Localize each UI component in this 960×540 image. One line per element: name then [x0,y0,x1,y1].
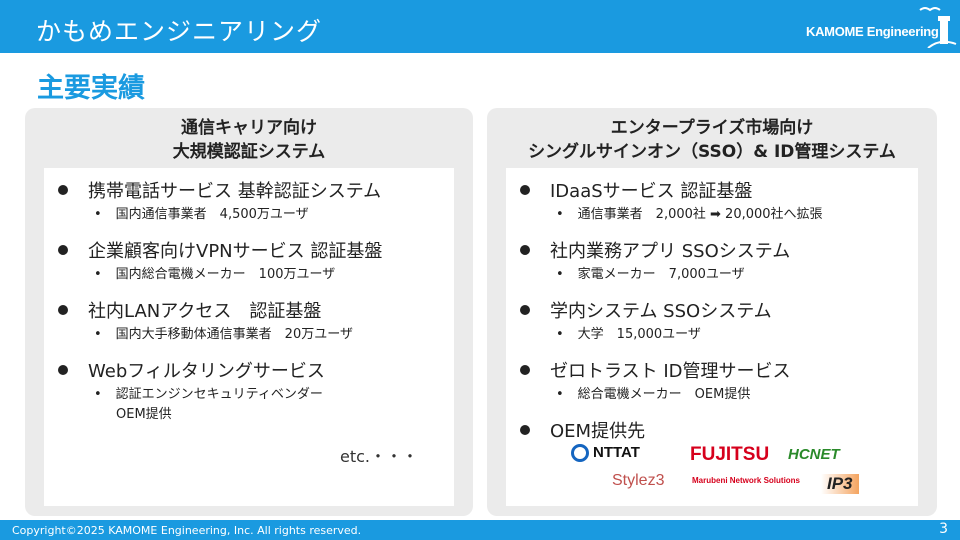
etc-label: etc.・・・ [339,447,418,466]
item-label: 社内業務アプリ SSOシステム [550,241,791,262]
bullet-icon [58,365,68,375]
bullet-icon: • [556,267,564,282]
list-item: ゼロトラスト ID管理サービス [520,357,791,383]
footer-bar: Copyright©2025 KAMOME Engineering, Inc. … [0,520,960,540]
list-item: 携帯電話サービス 基幹認証システム [58,177,381,203]
bullet-icon [520,305,530,315]
sub-label: 国内大手移動体通信事業者 20万ユーザ [115,327,353,342]
item-label: ゼロトラスト ID管理サービス [550,361,791,382]
oem-logos: NTTAT FUJITSU HCNET Stylez3 Marubeni Net… [566,436,866,506]
panel-heading: エンタープライズ市場向け シングルサインオン（SSO）& ID管理システム [487,116,937,164]
achievement-list: 携帯電話サービス 基幹認証システム • 国内通信事業者 4,500万ユーザ 企業顧… [44,168,454,506]
bullet-icon [520,365,530,375]
bullet-icon: • [556,327,564,342]
enterprise-panel: エンタープライズ市場向け シングルサインオン（SSO）& ID管理システム ID… [487,108,937,516]
sub-label: OEM提供 [116,407,172,422]
achievement-list: IDaaSサービス 認証基盤 • 通信事業者 2,000社 ➡ 20,000社へ拡… [506,168,918,506]
page-number: 3 [939,521,948,537]
panel-heading: 通信キャリア向け 大規模認証システム [25,116,473,164]
sub-item: • 国内通信事業者 4,500万ユーザ [94,205,309,225]
heading-line: エンタープライズ市場向け [610,118,814,138]
lighthouse-seagull-icon [919,7,957,48]
item-label: 企業顧客向けVPNサービス 認証基盤 [88,241,383,262]
bullet-icon [58,185,68,195]
carrier-panel: 通信キャリア向け 大規模認証システム 携帯電話サービス 基幹認証システム • 国内… [25,108,473,516]
bullet-icon [520,425,530,435]
item-label: IDaaSサービス 認証基盤 [550,181,753,202]
item-label: Webフィルタリングサービス [88,361,325,382]
sub-label: 国内総合電機メーカー 100万ユーザ [115,267,336,282]
ip3-logo: IP3 [821,474,859,494]
logo-text: KAMOME Engineering [806,24,939,39]
heading-line: シングルサインオン（SSO）& ID管理システム [528,142,896,162]
header-bar: かもめエンジニアリング KAMOME Engineering [0,0,960,53]
sub-label: 大学 15,000ユーザ [577,327,701,342]
hcnet-logo: HCNET [788,446,840,463]
bullet-icon [520,245,530,255]
heading-line: 大規模認証システム [172,142,326,162]
bullet-icon: • [94,387,102,402]
list-item: 社内LANアクセス 認証基盤 [58,297,321,323]
company-logo: KAMOME Engineering [806,7,957,50]
sub-label: 総合電機メーカー OEM提供 [577,387,751,402]
list-item: OEM提供先 [520,417,645,443]
sub-label: 認証エンジンセキュリティベンダー [115,387,323,402]
marubeni-logo: Marubeni Network Solutions [692,476,801,485]
bullet-icon [520,185,530,195]
bullet-icon: • [94,267,102,282]
list-item: 学内システム SSOシステム [520,297,772,323]
sub-item: • 家電メーカー 7,000ユーザ [556,265,745,285]
list-item: 社内業務アプリ SSOシステム [520,237,790,263]
page-title: 主要実績 [37,73,145,104]
sub-item: • 国内大手移動体通信事業者 20万ユーザ [94,325,353,345]
bullet-icon [58,245,68,255]
sub-label: 国内通信事業者 4,500万ユーザ [115,207,309,222]
item-label: OEM提供先 [550,421,646,442]
bullet-icon: • [556,387,564,402]
item-label: 社内LANアクセス 認証基盤 [88,301,322,322]
heading-line: 通信キャリア向け [181,118,317,138]
sub-label: 家電メーカー 7,000ユーザ [577,267,745,282]
fujitsu-logo: FUJITSU [690,444,770,465]
sub-item: • 大学 15,000ユーザ [556,325,701,345]
copyright: Copyright©2025 KAMOME Engineering, Inc. … [12,524,362,537]
sub-item: • 総合電機メーカー OEM提供 [556,385,750,405]
sub-label: 通信事業者 2,000社 ➡ 20,000社へ拡張 [577,207,823,222]
item-label: 携帯電話サービス 基幹認証システム [88,181,382,202]
sub-item: • 国内総合電機メーカー 100万ユーザ [94,265,335,285]
bullet-icon: • [556,207,564,222]
sub-item: • 通信事業者 2,000社 ➡ 20,000社へ拡張 [556,205,823,225]
item-label: 学内システム SSOシステム [550,301,772,322]
bullet-icon: • [94,207,102,222]
bullet-icon: • [94,327,102,342]
nttat-logo: NTTAT [571,444,640,463]
list-item: 企業顧客向けVPNサービス 認証基盤 [58,237,382,263]
sub-item: • 認証エンジンセキュリティベンダー OEM提供 [94,385,323,425]
stylez3-logo: Stylez3 [612,472,665,489]
list-item: IDaaSサービス 認証基盤 [520,177,752,203]
bullet-icon [58,305,68,315]
list-item: Webフィルタリングサービス [58,357,325,383]
header-title: かもめエンジニアリング [36,17,323,46]
